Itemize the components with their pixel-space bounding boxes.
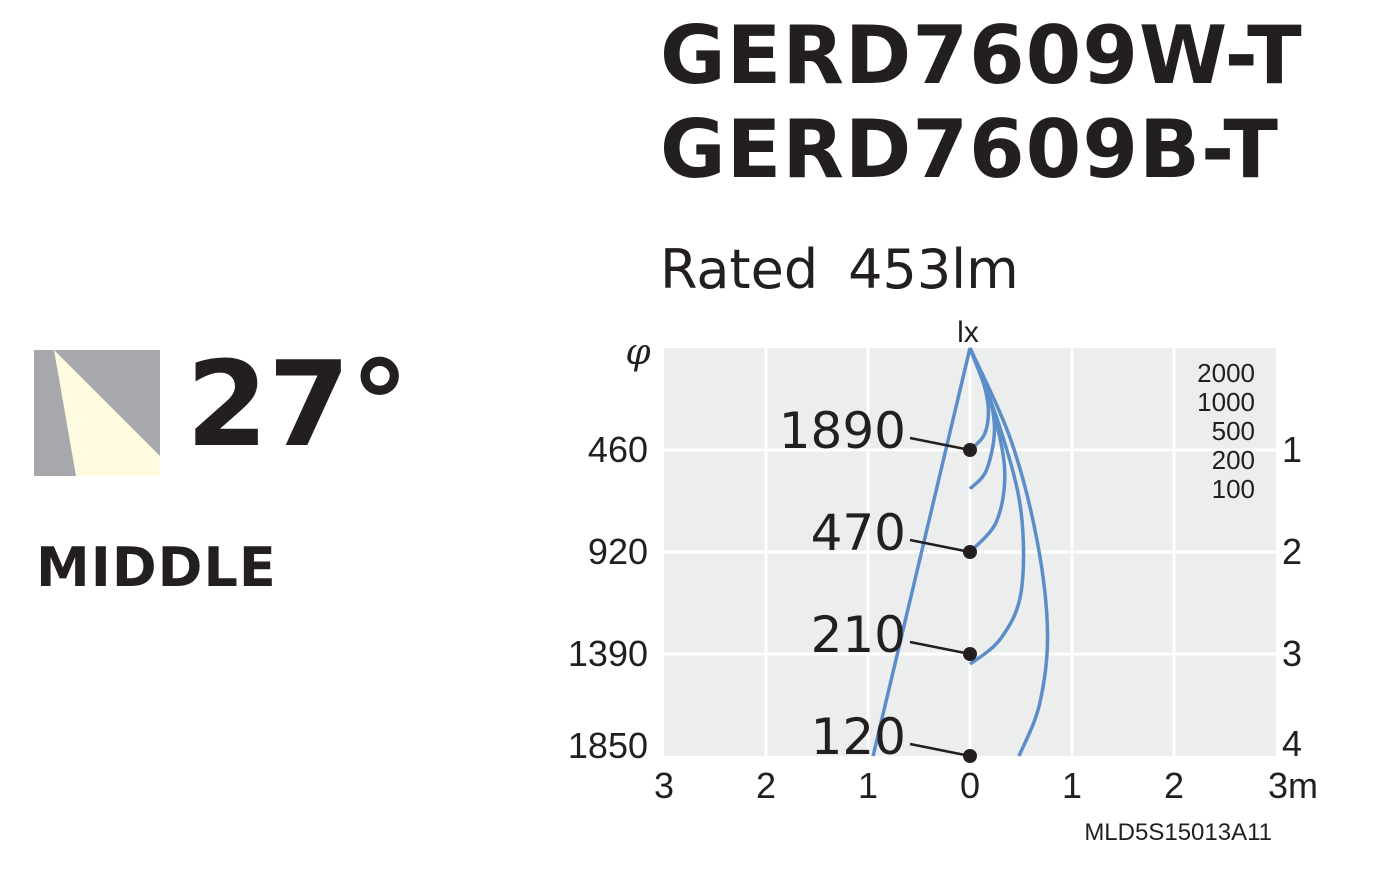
beam-angle-icon (34, 350, 160, 476)
illuminance-value: 470 (811, 504, 906, 562)
x-tick-label: 2 (1164, 765, 1184, 806)
distance-tick-label: 2 (1282, 531, 1302, 572)
diameter-tick-label: 1850 (568, 725, 648, 766)
beam-edge-line (871, 347, 972, 757)
diameter-tick-label: 920 (588, 531, 648, 572)
beam-class-label: MIDDLE (36, 536, 277, 599)
illuminance-legend-entry: 500 (1212, 416, 1255, 446)
beam-icon-light (54, 350, 160, 476)
x-tick-label: 1 (858, 765, 878, 806)
illuminance-legend-entry: 200 (1212, 445, 1255, 475)
illuminance-legend-entry: 1000 (1197, 387, 1255, 417)
illuminance-point (963, 443, 977, 457)
distance-tick-label: 4 (1282, 723, 1302, 764)
illuminance-leader-line (909, 436, 971, 452)
diameter-tick-label: 1390 (568, 633, 648, 674)
x-tick-label: 0 (960, 765, 980, 806)
diameter-axis-label: φ (625, 332, 651, 373)
illuminance-value: 1890 (779, 402, 906, 460)
illuminance-leader-line (909, 538, 971, 554)
chart-footnote: MLD5S15013A11 (1084, 819, 1272, 846)
distance-tick-label: 1 (1282, 429, 1302, 470)
x-tick-label: 2 (756, 765, 776, 806)
x-tick-label: 3 (654, 765, 674, 806)
x-tick-label: 1 (1062, 765, 1082, 806)
distance-tick-label: 3 (1282, 633, 1302, 674)
illuminance-leader-line (909, 742, 971, 758)
illuminance-legend-entry: 100 (1212, 474, 1255, 504)
isolux-curve-100 (968, 347, 1050, 757)
beam-angle: 27° (186, 335, 410, 473)
rated-value: 453lm (848, 238, 1019, 301)
illuminance-value: 210 (811, 606, 906, 664)
diameter-tick-label: 460 (588, 429, 648, 470)
illuminance-point (963, 545, 977, 559)
illuminance-leader-line (909, 640, 971, 656)
isolux-curve-200 (968, 347, 1026, 666)
isolux-curves (871, 347, 1050, 757)
model-number-secondary: GERD7609B-T (660, 103, 1279, 196)
illuminance-unit-label: lx (957, 316, 979, 349)
illuminance-point (963, 647, 977, 661)
rated-flux: Rated 453lm (660, 238, 1019, 301)
illuminance-point (963, 749, 977, 763)
x-tick-label: 3m (1268, 765, 1318, 806)
illuminance-value: 120 (811, 708, 906, 766)
illuminance-legend-entry: 2000 (1197, 358, 1255, 388)
rated-label: Rated (660, 238, 819, 301)
model-number-primary: GERD7609W-T (660, 9, 1303, 102)
